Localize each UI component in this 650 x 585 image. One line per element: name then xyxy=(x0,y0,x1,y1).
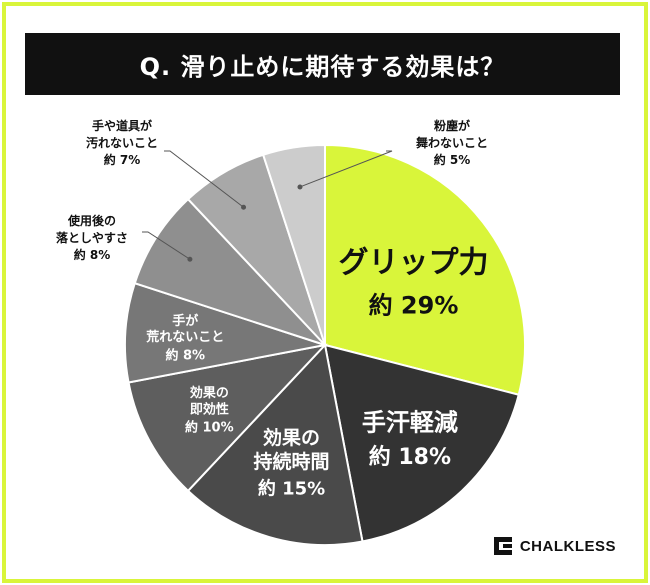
chalkless-logo-icon xyxy=(493,537,512,555)
chart-title: Q. 滑り止めに期待する効果は？ xyxy=(139,52,506,81)
callout-dot xyxy=(241,204,247,210)
slice-label: 効果の xyxy=(190,385,229,401)
callout-dot xyxy=(187,256,193,262)
slice-label: 舞わないこと xyxy=(415,135,488,150)
callout-dot xyxy=(297,184,303,190)
pie-slice xyxy=(261,143,326,346)
slice-label: 粉塵が xyxy=(434,118,470,133)
slice-label: 効果の xyxy=(263,426,320,449)
slice-label: 汚れないこと xyxy=(86,135,158,150)
slice-value-label: 約 8% xyxy=(165,347,205,363)
slice-label: 持続時間 xyxy=(254,450,330,473)
pie-slice xyxy=(186,342,364,546)
callout-line xyxy=(142,231,191,260)
slice-label: 落としやすさ xyxy=(56,230,128,245)
slice-value-label: 約 29% xyxy=(369,292,459,320)
slice-label: 手や道具が xyxy=(92,118,152,133)
title-bar: Q. 滑り止めに期待する効果は？ xyxy=(25,33,620,95)
slice-label: グリップ力 xyxy=(338,246,488,281)
slice-value-label: 約 10% xyxy=(185,420,234,436)
pie-slice xyxy=(124,281,326,384)
brand-name: CHALKLESS xyxy=(519,537,616,555)
slice-value-label: 約 18% xyxy=(369,444,451,470)
slice-label: 荒れないこと xyxy=(145,329,224,345)
slice-value-label: 約 15% xyxy=(258,477,325,499)
slice-value-label: 約 7% xyxy=(104,152,141,167)
slice-label: 使用後の xyxy=(67,213,116,228)
slice-label: 手汗軽減 xyxy=(362,409,458,437)
pie-slice xyxy=(127,343,328,493)
pie-slice xyxy=(323,343,520,543)
callout-line xyxy=(299,150,393,188)
slice-value-label: 約 8% xyxy=(74,247,111,262)
slice-label: 即効性 xyxy=(190,401,229,417)
callout-line xyxy=(164,150,244,208)
slice-value-label: 約 5% xyxy=(434,152,471,167)
brand-logo: CHALKLESS xyxy=(492,535,616,557)
slice-label: 手が xyxy=(172,313,198,329)
pie-slice xyxy=(324,143,526,396)
